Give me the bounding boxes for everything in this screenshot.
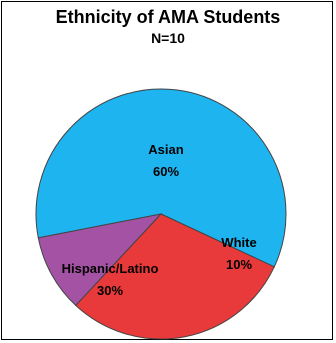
slice-label: Asian [148, 142, 183, 157]
pie-slice-asian [35, 88, 287, 268]
pie-slice-white [37, 213, 163, 307]
chart-title: Ethnicity of AMA Students [55, 7, 281, 27]
slice-value-label: 60% [153, 164, 179, 179]
chart-subtitle: N=10 [151, 30, 185, 46]
pie-slice-hispanic-latino [75, 213, 275, 340]
slice-label: Hispanic/Latino [62, 261, 159, 276]
slice-value-label: 30% [97, 283, 123, 298]
slice-value-label: 10% [226, 257, 252, 272]
slice-label: White [221, 235, 256, 250]
